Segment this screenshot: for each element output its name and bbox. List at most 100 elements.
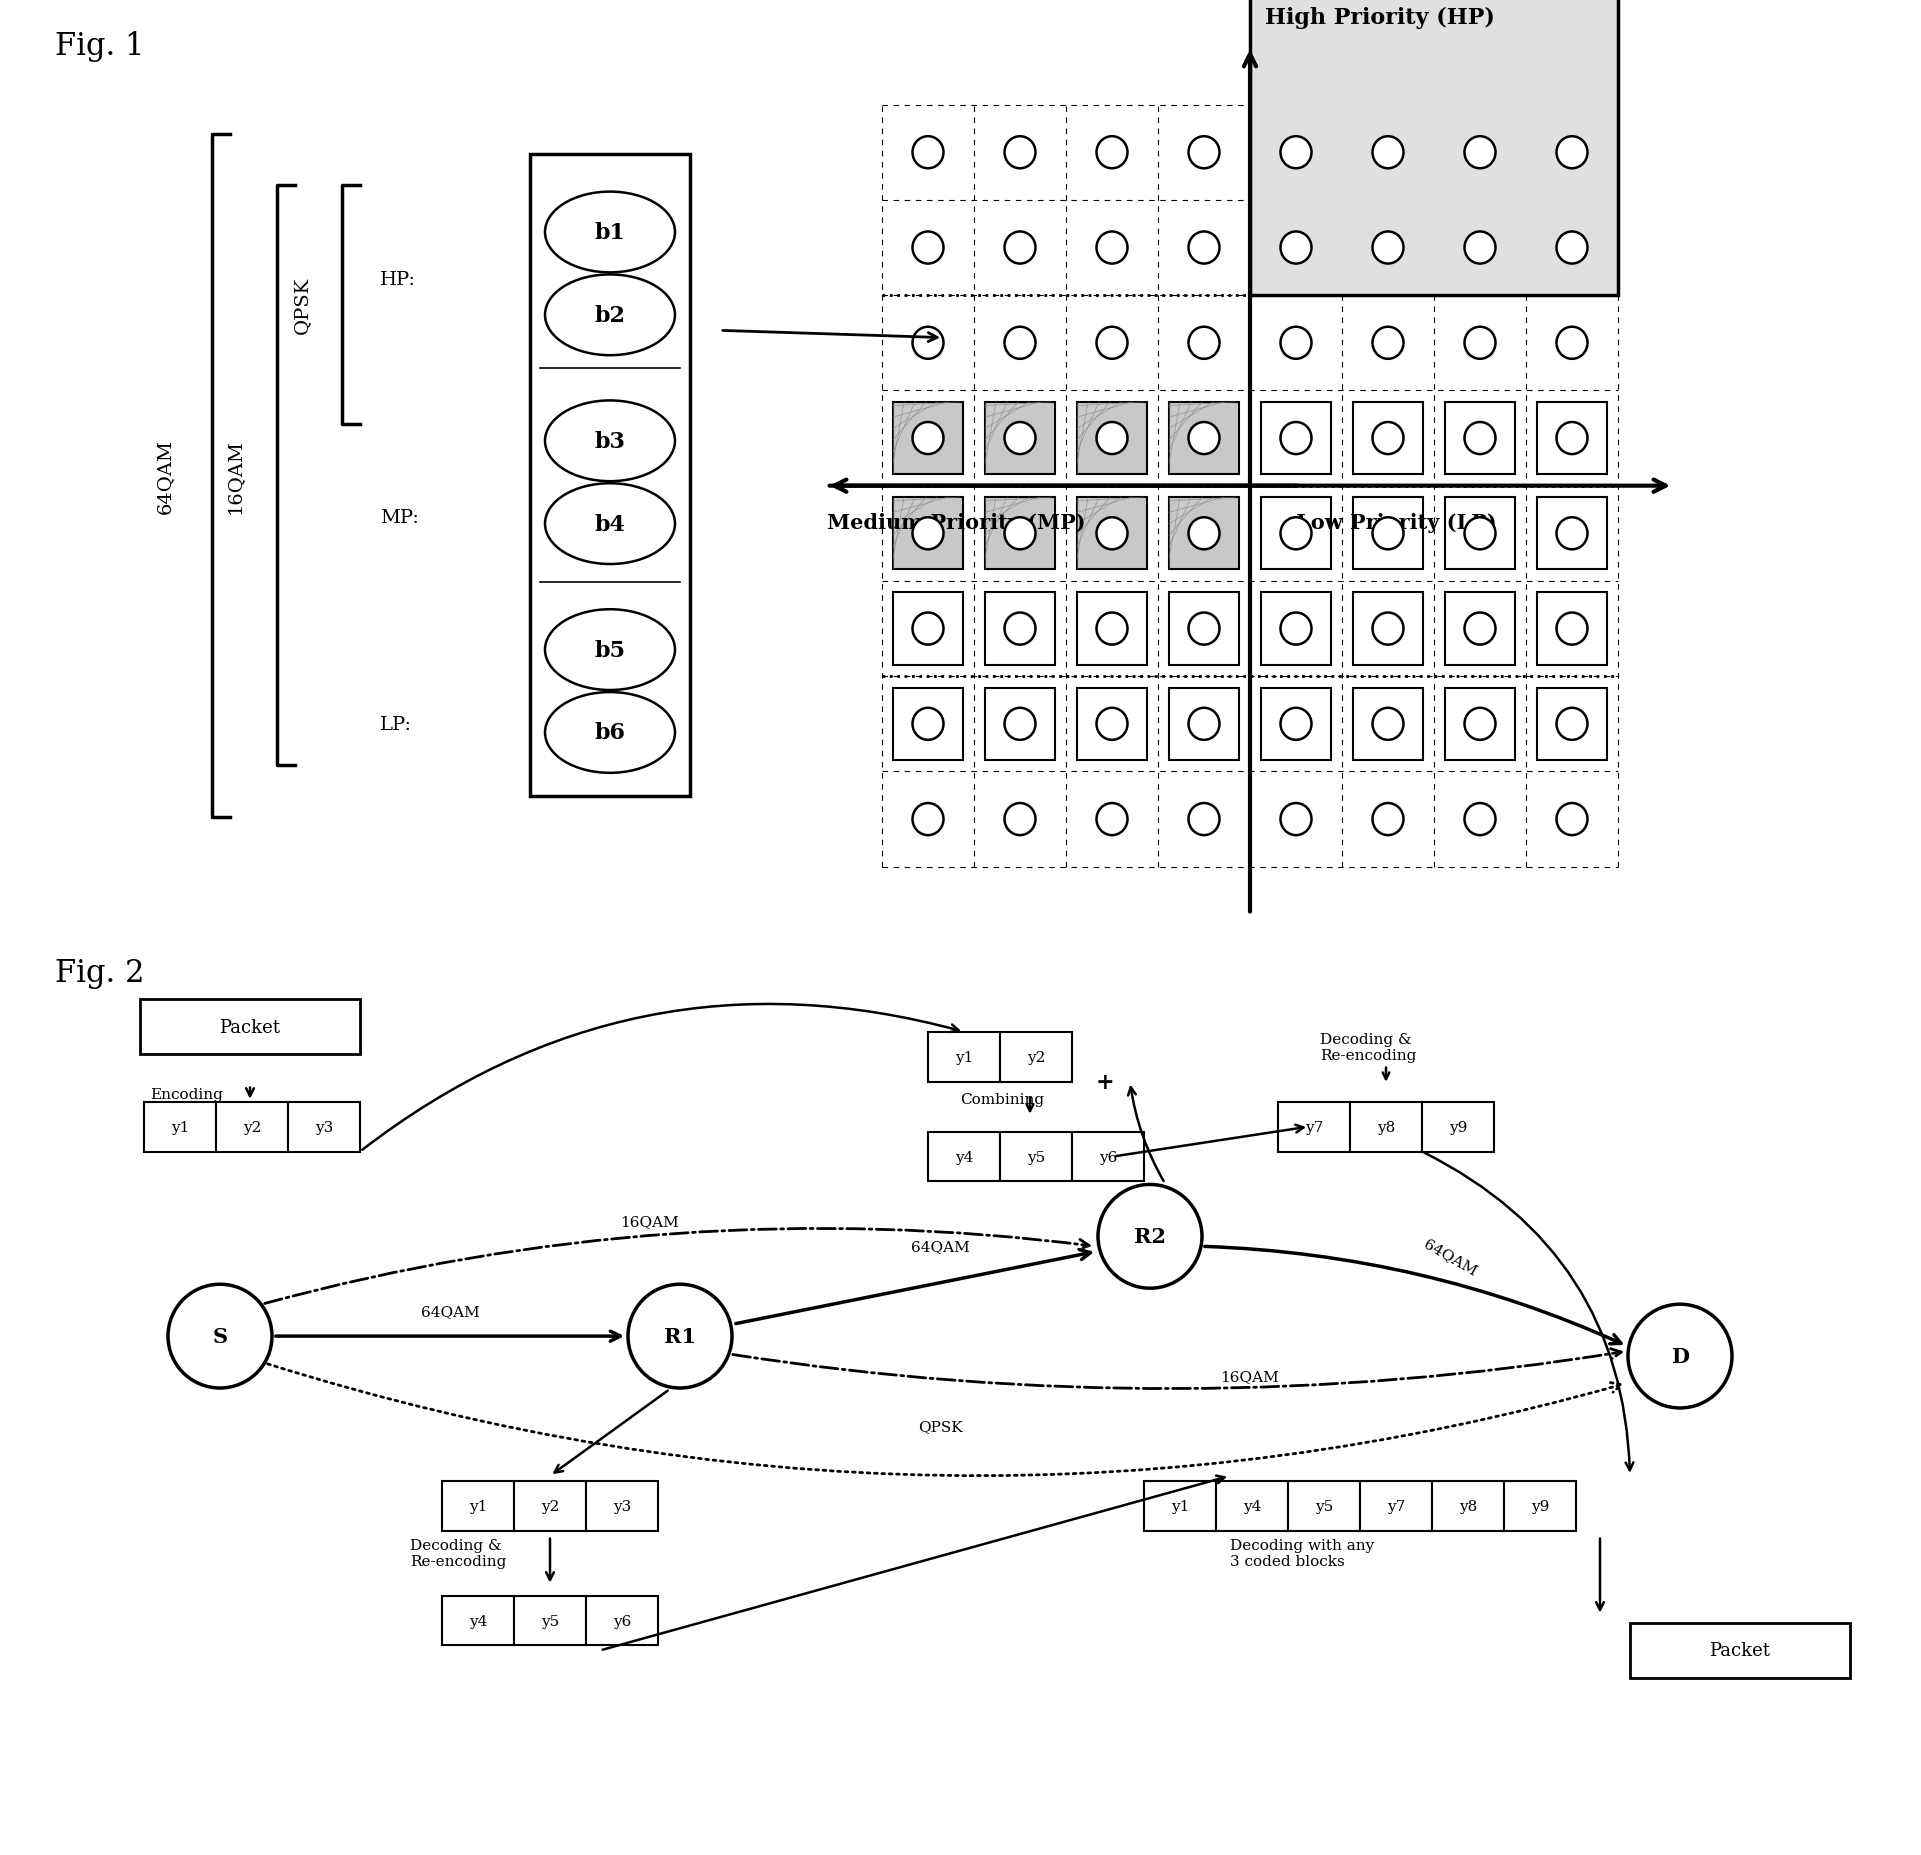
FancyBboxPatch shape (985, 594, 1055, 666)
Circle shape (1099, 1185, 1203, 1289)
Text: y2: y2 (242, 1120, 261, 1133)
Text: LP:: LP: (380, 716, 411, 733)
Circle shape (1464, 518, 1496, 551)
FancyBboxPatch shape (1260, 688, 1331, 761)
Circle shape (1627, 1304, 1733, 1408)
Circle shape (1372, 803, 1404, 835)
Circle shape (1556, 709, 1587, 740)
FancyBboxPatch shape (893, 403, 962, 475)
FancyBboxPatch shape (1260, 497, 1331, 569)
FancyBboxPatch shape (1445, 688, 1516, 761)
FancyBboxPatch shape (1631, 1623, 1850, 1679)
Circle shape (1281, 518, 1312, 551)
Text: b3: b3 (596, 430, 626, 453)
Ellipse shape (546, 193, 674, 273)
FancyBboxPatch shape (1260, 403, 1331, 475)
FancyBboxPatch shape (1078, 594, 1147, 666)
Circle shape (1005, 803, 1035, 835)
FancyBboxPatch shape (288, 1102, 359, 1152)
Circle shape (1097, 423, 1128, 454)
Text: 16QAM: 16QAM (227, 438, 244, 514)
Text: y4: y4 (469, 1614, 488, 1627)
Text: y1: y1 (955, 1050, 974, 1065)
FancyBboxPatch shape (1352, 497, 1423, 569)
FancyBboxPatch shape (985, 497, 1055, 569)
Text: S: S (213, 1326, 227, 1347)
Text: y1: y1 (171, 1120, 188, 1133)
FancyBboxPatch shape (1350, 1102, 1422, 1152)
Circle shape (1097, 232, 1128, 265)
Text: D: D (1671, 1347, 1689, 1367)
FancyBboxPatch shape (1260, 594, 1331, 666)
Circle shape (912, 423, 943, 454)
Ellipse shape (546, 692, 674, 774)
Circle shape (1372, 137, 1404, 169)
Circle shape (1372, 614, 1404, 646)
FancyBboxPatch shape (515, 1480, 586, 1530)
FancyBboxPatch shape (1078, 403, 1147, 475)
FancyBboxPatch shape (442, 1480, 515, 1530)
Circle shape (1189, 328, 1220, 360)
Circle shape (1097, 614, 1128, 646)
Text: QPSK: QPSK (294, 276, 311, 334)
FancyBboxPatch shape (1422, 1102, 1495, 1152)
Text: Encoding: Encoding (150, 1087, 223, 1102)
Circle shape (1556, 423, 1587, 454)
FancyBboxPatch shape (1145, 1480, 1216, 1530)
Circle shape (912, 137, 943, 169)
FancyBboxPatch shape (1352, 688, 1423, 761)
Text: b5: b5 (594, 640, 626, 660)
Circle shape (1189, 137, 1220, 169)
Text: MP:: MP: (380, 508, 419, 527)
Circle shape (1189, 518, 1220, 551)
FancyBboxPatch shape (1078, 688, 1147, 761)
FancyBboxPatch shape (1072, 1132, 1145, 1182)
Text: y7: y7 (1387, 1499, 1404, 1514)
Text: QPSK: QPSK (918, 1419, 962, 1434)
Circle shape (1097, 137, 1128, 169)
Text: Combining: Combining (960, 1093, 1045, 1106)
Text: y6: y6 (1099, 1150, 1118, 1163)
Circle shape (1005, 232, 1035, 265)
Circle shape (912, 614, 943, 646)
Text: y1: y1 (1170, 1499, 1189, 1514)
FancyBboxPatch shape (140, 1000, 359, 1055)
Text: y5: y5 (542, 1614, 559, 1627)
FancyBboxPatch shape (1537, 497, 1608, 569)
Text: b4: b4 (596, 514, 626, 536)
Text: y8: y8 (1458, 1499, 1477, 1514)
FancyBboxPatch shape (985, 403, 1055, 475)
FancyBboxPatch shape (928, 1031, 1001, 1081)
FancyBboxPatch shape (1352, 403, 1423, 475)
Circle shape (1556, 328, 1587, 360)
Ellipse shape (546, 484, 674, 564)
Text: Decoding &
Re-encoding: Decoding & Re-encoding (1320, 1031, 1416, 1063)
FancyBboxPatch shape (1504, 1480, 1575, 1530)
Text: 64QAM: 64QAM (1422, 1235, 1479, 1278)
Circle shape (1464, 232, 1496, 265)
Circle shape (1464, 423, 1496, 454)
Text: Fig. 2: Fig. 2 (56, 957, 144, 989)
Circle shape (167, 1284, 273, 1388)
FancyBboxPatch shape (928, 1132, 1001, 1182)
FancyBboxPatch shape (1352, 594, 1423, 666)
Circle shape (912, 232, 943, 265)
FancyBboxPatch shape (1431, 1480, 1504, 1530)
Circle shape (912, 328, 943, 360)
FancyBboxPatch shape (1277, 1102, 1350, 1152)
Ellipse shape (546, 610, 674, 690)
FancyBboxPatch shape (1537, 403, 1608, 475)
Circle shape (912, 709, 943, 740)
FancyBboxPatch shape (586, 1595, 659, 1645)
Circle shape (1005, 518, 1035, 551)
Circle shape (1189, 709, 1220, 740)
Text: 64QAM: 64QAM (911, 1239, 970, 1254)
FancyBboxPatch shape (144, 1102, 215, 1152)
Text: y3: y3 (613, 1499, 632, 1514)
Text: Medium Priority (MP): Medium Priority (MP) (826, 512, 1085, 532)
FancyBboxPatch shape (1251, 0, 1617, 297)
FancyBboxPatch shape (893, 594, 962, 666)
Text: 64QAM: 64QAM (421, 1304, 480, 1319)
Circle shape (1556, 518, 1587, 551)
Text: R2: R2 (1133, 1226, 1166, 1247)
